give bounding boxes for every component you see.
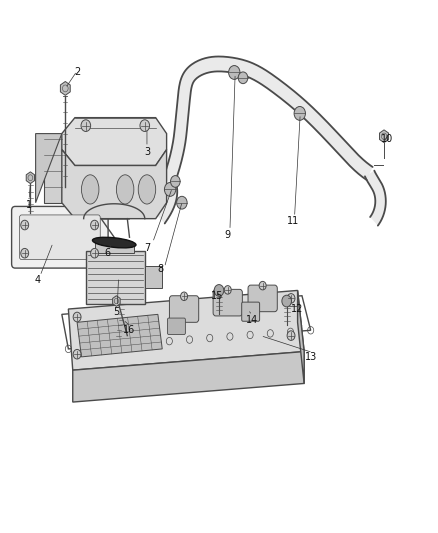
Ellipse shape <box>81 175 99 204</box>
Polygon shape <box>73 352 304 402</box>
Circle shape <box>81 120 91 132</box>
Text: 2: 2 <box>74 68 80 77</box>
Polygon shape <box>113 296 120 306</box>
Ellipse shape <box>92 237 136 248</box>
Text: 1: 1 <box>26 200 32 211</box>
Text: 9: 9 <box>225 230 231 240</box>
Text: 14: 14 <box>246 314 258 325</box>
Circle shape <box>214 285 224 296</box>
Circle shape <box>177 196 187 209</box>
Polygon shape <box>163 56 373 184</box>
Circle shape <box>21 248 28 258</box>
Circle shape <box>140 120 150 132</box>
Polygon shape <box>155 177 177 223</box>
FancyBboxPatch shape <box>167 318 185 335</box>
Polygon shape <box>365 171 386 225</box>
FancyBboxPatch shape <box>213 289 242 316</box>
Text: 4: 4 <box>35 275 41 285</box>
Circle shape <box>287 294 295 303</box>
Circle shape <box>259 281 266 290</box>
Circle shape <box>180 292 187 301</box>
Circle shape <box>91 248 99 258</box>
FancyBboxPatch shape <box>242 302 260 321</box>
Text: 6: 6 <box>105 248 111 258</box>
Circle shape <box>287 331 295 341</box>
Ellipse shape <box>117 175 134 204</box>
Polygon shape <box>44 134 62 203</box>
Polygon shape <box>62 118 166 165</box>
Circle shape <box>238 72 248 84</box>
Polygon shape <box>35 134 62 203</box>
Polygon shape <box>26 172 35 183</box>
Text: 3: 3 <box>144 147 150 157</box>
Polygon shape <box>86 251 145 304</box>
FancyBboxPatch shape <box>12 206 108 268</box>
Circle shape <box>91 220 99 230</box>
Polygon shape <box>60 82 70 95</box>
FancyBboxPatch shape <box>248 285 277 312</box>
Polygon shape <box>297 290 304 383</box>
Circle shape <box>224 286 231 294</box>
Text: 11: 11 <box>287 216 299 227</box>
Text: 8: 8 <box>157 264 163 274</box>
Text: 12: 12 <box>291 304 304 314</box>
Bar <box>145 266 162 288</box>
Text: 10: 10 <box>381 134 393 144</box>
Text: 7: 7 <box>144 243 150 253</box>
Circle shape <box>164 182 176 196</box>
Circle shape <box>294 107 305 120</box>
Bar <box>95 243 134 253</box>
Text: 15: 15 <box>211 290 223 301</box>
FancyBboxPatch shape <box>19 215 100 260</box>
Circle shape <box>282 295 291 307</box>
Circle shape <box>73 350 81 359</box>
Text: 16: 16 <box>124 325 136 335</box>
Polygon shape <box>77 314 162 357</box>
Polygon shape <box>62 150 166 219</box>
Ellipse shape <box>138 175 155 204</box>
Circle shape <box>21 220 28 230</box>
Circle shape <box>73 312 81 322</box>
Text: 13: 13 <box>304 352 317 362</box>
Text: 5: 5 <box>113 306 120 317</box>
Polygon shape <box>379 130 389 143</box>
Circle shape <box>170 175 180 187</box>
Circle shape <box>229 66 240 79</box>
FancyBboxPatch shape <box>170 296 199 322</box>
Polygon shape <box>68 290 304 370</box>
